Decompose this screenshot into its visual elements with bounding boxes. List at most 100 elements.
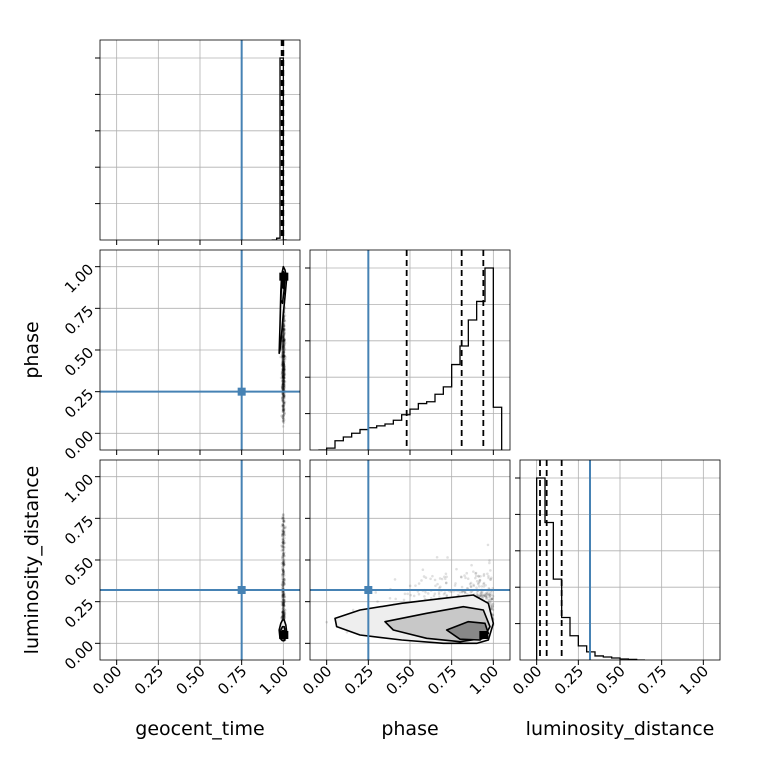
sample-point: [468, 582, 472, 586]
sample-point: [281, 545, 285, 549]
sample-point: [282, 363, 285, 367]
sample-point: [281, 584, 285, 588]
sample-point: [281, 370, 284, 373]
sample-point: [481, 593, 485, 597]
sample-point: [325, 620, 328, 624]
sample-point: [282, 373, 286, 377]
sample-point: [281, 373, 285, 377]
sample-point: [280, 397, 284, 400]
sample-point: [282, 401, 286, 405]
sample-point: [486, 592, 489, 595]
sample-point: [282, 519, 286, 522]
sample-point: [282, 601, 286, 604]
sample-point: [282, 371, 285, 374]
sample-point: [282, 387, 285, 390]
sample-point: [282, 338, 286, 342]
sample-point: [281, 354, 285, 358]
sample-point: [282, 397, 286, 401]
sample-point: [281, 365, 285, 368]
sample-point: [283, 412, 286, 416]
sample-point: [281, 371, 285, 374]
sample-point: [282, 339, 285, 343]
sample-point: [282, 598, 286, 602]
sample-point: [282, 524, 286, 528]
sample-point: [283, 342, 286, 345]
sample-point: [487, 598, 491, 602]
sample-point: [282, 372, 286, 376]
sample-point: [282, 558, 286, 562]
sample-point: [281, 386, 285, 390]
sample-point: [282, 344, 286, 347]
sample-point: [282, 414, 286, 417]
sample-point: [281, 334, 285, 337]
sample-point: [479, 594, 483, 598]
y-tick-label: 0.50: [61, 344, 97, 380]
sample-point: [281, 568, 285, 572]
sample-point: [282, 609, 285, 612]
sample-point: [282, 352, 285, 355]
sample-point: [281, 544, 285, 547]
sample-point: [282, 395, 286, 398]
sample-point: [282, 526, 286, 530]
sample-point: [281, 342, 285, 346]
sample-point: [281, 614, 285, 618]
sample-point: [282, 372, 286, 375]
sample-point: [281, 368, 284, 372]
sample-point: [490, 597, 494, 601]
sample-point: [282, 562, 286, 566]
sample-point: [282, 354, 286, 358]
sample-point: [282, 365, 286, 368]
sample-point: [282, 531, 286, 535]
sample-point: [282, 367, 285, 371]
sample-point: [282, 353, 285, 357]
sample-point: [490, 597, 494, 600]
sample-point: [282, 344, 286, 348]
sample-point: [406, 592, 409, 596]
y-tick-label: 0.00: [61, 427, 97, 463]
sample-point: [281, 548, 284, 552]
sample-point: [281, 360, 285, 364]
sample-point: [282, 354, 286, 357]
sample-point: [281, 339, 285, 343]
sample-point: [281, 561, 285, 564]
sample-point: [281, 355, 285, 359]
sample-point: [282, 353, 286, 357]
sample-point: [281, 339, 285, 342]
sample-point: [282, 363, 286, 367]
sample-point: [281, 575, 284, 579]
sample-point: [282, 400, 286, 404]
panel-content: [100, 40, 300, 240]
sample-point: [281, 613, 285, 617]
sample-point: [283, 357, 287, 361]
panel-content: [310, 460, 510, 660]
sample-point: [437, 592, 441, 596]
sample-point: [281, 356, 285, 360]
sample-point: [281, 614, 284, 618]
panel-content: [100, 250, 300, 450]
sample-point: [281, 344, 285, 347]
sample-point: [282, 562, 286, 566]
sample-point: [279, 376, 283, 380]
sample-point: [282, 559, 285, 563]
sample-point: [281, 610, 285, 614]
sample-point: [282, 546, 286, 549]
sample-point: [280, 392, 284, 396]
sample-point: [283, 600, 286, 604]
sample-point: [474, 572, 477, 575]
panels: 0.000.250.500.751.000.000.250.500.751.00…: [61, 39, 721, 698]
sample-point: [281, 374, 285, 378]
sample-point: [282, 384, 286, 388]
sample-point: [283, 368, 287, 372]
sample-point: [282, 534, 286, 537]
sample-point: [281, 418, 285, 422]
sample-point: [281, 346, 285, 349]
sample-point: [281, 405, 285, 409]
sample-point: [282, 332, 285, 335]
sample-point: [282, 382, 286, 386]
sample-point: [282, 345, 285, 349]
sample-point: [475, 591, 479, 594]
sample-point: [476, 582, 480, 586]
sample-point: [281, 368, 285, 372]
sample-point: [282, 539, 285, 542]
sample-point: [475, 579, 479, 583]
